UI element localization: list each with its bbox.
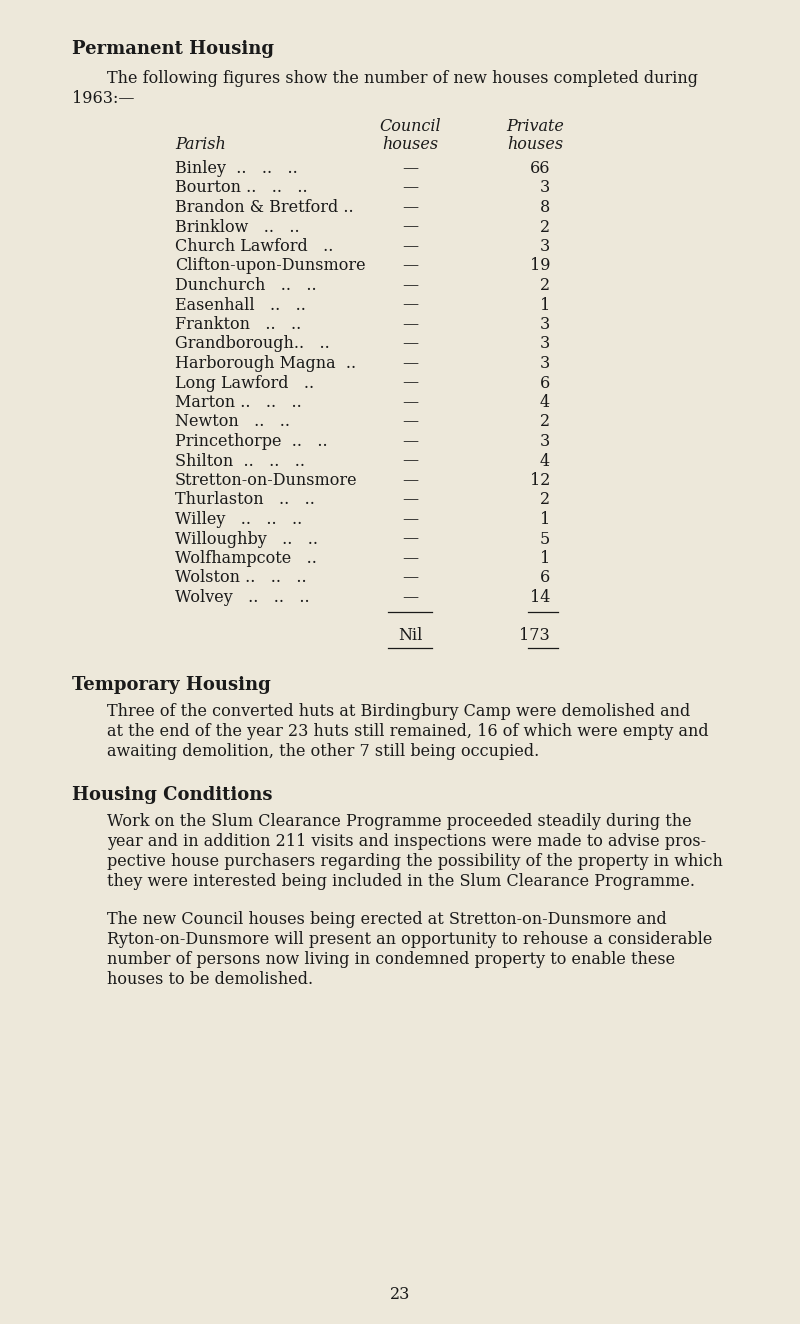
Text: Willey   ..   ..   ..: Willey .. .. .. (175, 511, 302, 528)
Text: Permanent Housing: Permanent Housing (72, 40, 274, 58)
Text: 3: 3 (540, 335, 550, 352)
Text: Easenhall   ..   ..: Easenhall .. .. (175, 297, 306, 314)
Text: Three of the converted huts at Birdingbury Camp were demolished and: Three of the converted huts at Birdingbu… (107, 703, 690, 720)
Text: 4: 4 (540, 395, 550, 410)
Text: The new Council houses being erected at Stretton-on-Dunsmore and: The new Council houses being erected at … (107, 911, 666, 928)
Text: 2: 2 (540, 277, 550, 294)
Text: 2: 2 (540, 491, 550, 508)
Text: awaiting demolition, the other 7 still being occupied.: awaiting demolition, the other 7 still b… (107, 744, 539, 760)
Text: Binley  ..   ..   ..: Binley .. .. .. (175, 160, 298, 177)
Text: 1: 1 (540, 297, 550, 314)
Text: houses: houses (382, 136, 438, 154)
Text: Wolston ..   ..   ..: Wolston .. .. .. (175, 569, 306, 587)
Text: —: — (402, 511, 418, 528)
Text: Dunchurch   ..   ..: Dunchurch .. .. (175, 277, 317, 294)
Text: Grandborough..   ..: Grandborough.. .. (175, 335, 330, 352)
Text: 2: 2 (540, 218, 550, 236)
Text: Ryton-on-Dunsmore will present an opportunity to rehouse a considerable: Ryton-on-Dunsmore will present an opport… (107, 932, 712, 948)
Text: 23: 23 (390, 1286, 410, 1303)
Text: 3: 3 (540, 355, 550, 372)
Text: —: — (402, 395, 418, 410)
Text: —: — (402, 433, 418, 450)
Text: 5: 5 (540, 531, 550, 548)
Text: Clifton-upon-Dunsmore: Clifton-upon-Dunsmore (175, 257, 366, 274)
Text: Newton   ..   ..: Newton .. .. (175, 413, 290, 430)
Text: 6: 6 (540, 569, 550, 587)
Text: Brandon & Bretford ..: Brandon & Bretford .. (175, 199, 354, 216)
Text: houses to be demolished.: houses to be demolished. (107, 972, 313, 989)
Text: —: — (402, 277, 418, 294)
Text: Thurlaston   ..   ..: Thurlaston .. .. (175, 491, 315, 508)
Text: 1963:—: 1963:— (72, 90, 134, 107)
Text: —: — (402, 199, 418, 216)
Text: —: — (402, 238, 418, 256)
Text: Long Lawford   ..: Long Lawford .. (175, 375, 314, 392)
Text: —: — (402, 218, 418, 236)
Text: Church Lawford   ..: Church Lawford .. (175, 238, 334, 256)
Text: 8: 8 (540, 199, 550, 216)
Text: 1: 1 (540, 549, 550, 567)
Text: Work on the Slum Clearance Programme proceeded steadily during the: Work on the Slum Clearance Programme pro… (107, 813, 692, 830)
Text: —: — (402, 335, 418, 352)
Text: —: — (402, 453, 418, 470)
Text: Princethorpe  ..   ..: Princethorpe .. .. (175, 433, 328, 450)
Text: year and in addition 211 visits and inspections were made to advise pros-: year and in addition 211 visits and insp… (107, 834, 706, 850)
Text: they were interested being included in the Slum Clearance Programme.: they were interested being included in t… (107, 874, 695, 891)
Text: 14: 14 (530, 589, 550, 606)
Text: Frankton   ..   ..: Frankton .. .. (175, 316, 302, 334)
Text: Stretton-on-Dunsmore: Stretton-on-Dunsmore (175, 471, 358, 489)
Text: —: — (402, 180, 418, 196)
Text: 66: 66 (530, 160, 550, 177)
Text: —: — (402, 355, 418, 372)
Text: —: — (402, 589, 418, 606)
Text: 4: 4 (540, 453, 550, 470)
Text: Nil: Nil (398, 628, 422, 645)
Text: 3: 3 (540, 180, 550, 196)
Text: Bourton ..   ..   ..: Bourton .. .. .. (175, 180, 308, 196)
Text: 2: 2 (540, 413, 550, 430)
Text: —: — (402, 531, 418, 548)
Text: The following figures show the number of new houses completed during: The following figures show the number of… (107, 70, 698, 87)
Text: Harborough Magna  ..: Harborough Magna .. (175, 355, 356, 372)
Text: 19: 19 (530, 257, 550, 274)
Text: Council: Council (379, 118, 441, 135)
Text: Marton ..   ..   ..: Marton .. .. .. (175, 395, 302, 410)
Text: Wolfhampcote   ..: Wolfhampcote .. (175, 549, 317, 567)
Text: 173: 173 (519, 628, 550, 645)
Text: at the end of the year 23 huts still remained, 16 of which were empty and: at the end of the year 23 huts still rem… (107, 723, 709, 740)
Text: Temporary Housing: Temporary Housing (72, 675, 270, 694)
Text: Private: Private (506, 118, 564, 135)
Text: 6: 6 (540, 375, 550, 392)
Text: 12: 12 (530, 471, 550, 489)
Text: —: — (402, 316, 418, 334)
Text: —: — (402, 471, 418, 489)
Text: 3: 3 (540, 433, 550, 450)
Text: Brinklow   ..   ..: Brinklow .. .. (175, 218, 300, 236)
Text: 1: 1 (540, 511, 550, 528)
Text: Housing Conditions: Housing Conditions (72, 785, 273, 804)
Text: —: — (402, 569, 418, 587)
Text: number of persons now living in condemned property to enable these: number of persons now living in condemne… (107, 952, 675, 968)
Text: Willoughby   ..   ..: Willoughby .. .. (175, 531, 318, 548)
Text: Parish: Parish (175, 136, 226, 154)
Text: 3: 3 (540, 316, 550, 334)
Text: pective house purchasers regarding the possibility of the property in which: pective house purchasers regarding the p… (107, 854, 723, 870)
Text: —: — (402, 413, 418, 430)
Text: —: — (402, 257, 418, 274)
Text: —: — (402, 160, 418, 177)
Text: Wolvey   ..   ..   ..: Wolvey .. .. .. (175, 589, 310, 606)
Text: Shilton  ..   ..   ..: Shilton .. .. .. (175, 453, 305, 470)
Text: 3: 3 (540, 238, 550, 256)
Text: —: — (402, 491, 418, 508)
Text: —: — (402, 549, 418, 567)
Text: houses: houses (507, 136, 563, 154)
Text: —: — (402, 297, 418, 314)
Text: —: — (402, 375, 418, 392)
